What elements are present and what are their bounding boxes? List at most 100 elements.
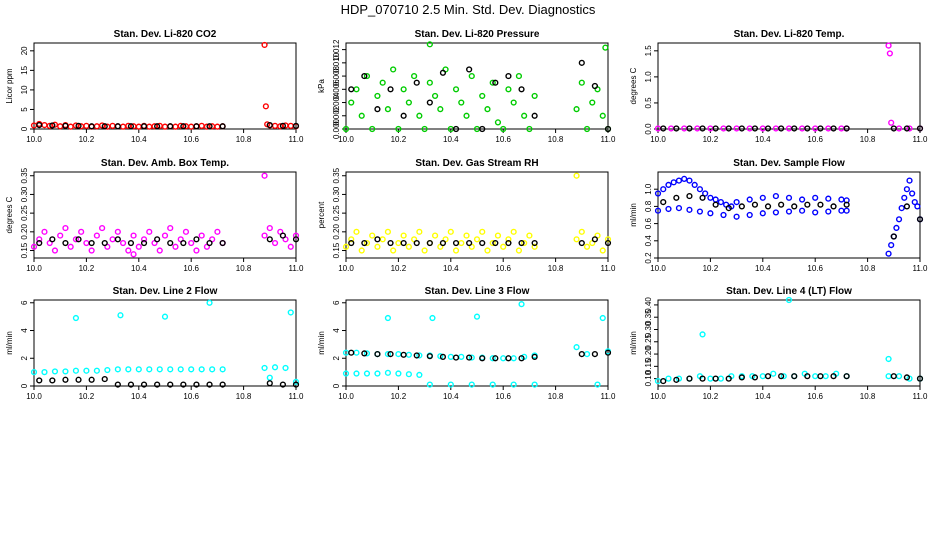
data-point bbox=[49, 122, 56, 129]
data-point bbox=[75, 236, 82, 243]
data-point bbox=[30, 369, 38, 376]
data-point bbox=[531, 112, 538, 119]
x-tick-label: 11.0 bbox=[289, 135, 305, 144]
data-point bbox=[387, 239, 394, 247]
data-point bbox=[518, 301, 525, 308]
series-mean bbox=[348, 236, 612, 247]
data-point bbox=[518, 355, 525, 362]
y-axis-label: ml/min bbox=[317, 331, 326, 355]
data-point bbox=[353, 86, 360, 93]
data-point bbox=[578, 228, 585, 235]
data-point bbox=[62, 239, 69, 247]
chart-panel-9: Stan. Dev. Line 4 (LT) Flow ml/min 10.0 10.… bbox=[629, 286, 928, 401]
y-tick-label: 0.6 bbox=[644, 217, 653, 229]
chart-panel-7: Stan. Dev. Line 2 Flow ml/min 10.0 10.2 10.4… bbox=[5, 286, 304, 401]
data-point bbox=[384, 106, 392, 113]
data-point bbox=[125, 247, 132, 254]
data-point bbox=[292, 232, 300, 239]
data-point bbox=[172, 243, 179, 250]
data-point bbox=[686, 375, 693, 382]
data-point bbox=[109, 236, 116, 243]
data-point bbox=[109, 122, 116, 129]
data-point bbox=[531, 381, 538, 388]
data-point bbox=[463, 112, 470, 119]
chart-title: Stan. Dev. Sample Flow bbox=[733, 158, 845, 169]
y-tick-label: 0.008 bbox=[332, 66, 341, 87]
data-point bbox=[88, 247, 95, 254]
y-tick-label: 0.40 bbox=[644, 297, 653, 313]
x-tick-label: 10.6 bbox=[495, 264, 511, 273]
data-point bbox=[817, 201, 824, 208]
data-point bbox=[890, 233, 897, 240]
data-point bbox=[206, 123, 213, 130]
series-stddev bbox=[654, 296, 924, 385]
data-point bbox=[712, 375, 719, 382]
data-point bbox=[707, 375, 714, 382]
data-point bbox=[720, 125, 727, 132]
data-point bbox=[770, 370, 777, 377]
x-tick-label: 10.0 bbox=[650, 392, 666, 401]
data-point bbox=[463, 232, 470, 239]
series-mean bbox=[660, 192, 924, 240]
data-point bbox=[413, 352, 420, 359]
data-point bbox=[119, 123, 127, 130]
data-point bbox=[140, 239, 148, 247]
data-point bbox=[67, 243, 74, 250]
data-point bbox=[390, 247, 397, 254]
data-point bbox=[843, 373, 850, 380]
plot-frame bbox=[657, 299, 921, 387]
y-tick-label: 0.004 bbox=[332, 92, 341, 113]
y-tick-label: 0.35 bbox=[20, 167, 29, 183]
data-point bbox=[489, 239, 496, 247]
data-point bbox=[696, 208, 704, 215]
data-point bbox=[146, 228, 153, 235]
data-point bbox=[452, 125, 460, 133]
data-point bbox=[292, 122, 300, 129]
data-point bbox=[114, 123, 121, 130]
data-point bbox=[531, 243, 538, 250]
data-point bbox=[473, 236, 481, 243]
x-tick-label: 11.0 bbox=[601, 392, 617, 401]
x-tick-label: 10.4 bbox=[443, 135, 459, 144]
data-point bbox=[895, 125, 903, 132]
data-point bbox=[733, 199, 740, 206]
data-point bbox=[156, 247, 163, 254]
y-tick-label: 0.35 bbox=[332, 167, 341, 183]
data-point bbox=[49, 377, 56, 384]
data-point bbox=[400, 351, 407, 358]
data-point bbox=[395, 370, 402, 377]
data-point bbox=[400, 239, 407, 247]
data-point bbox=[699, 194, 706, 201]
data-point bbox=[798, 125, 806, 132]
data-point bbox=[916, 125, 924, 132]
data-point bbox=[167, 123, 174, 130]
data-point bbox=[219, 123, 226, 130]
data-point bbox=[135, 123, 142, 130]
data-point bbox=[898, 205, 905, 212]
data-point bbox=[521, 239, 528, 247]
data-point bbox=[604, 236, 612, 243]
data-point bbox=[188, 239, 195, 247]
series-stddev bbox=[654, 175, 924, 257]
data-point bbox=[374, 92, 381, 100]
data-point bbox=[452, 239, 460, 247]
x-tick-label: 10.4 bbox=[443, 264, 459, 273]
data-point bbox=[707, 210, 714, 217]
y-axis-label: ml/min bbox=[629, 203, 638, 227]
data-point bbox=[395, 350, 402, 358]
plot-frame bbox=[33, 42, 297, 130]
y-tick-label: 0.000 bbox=[332, 118, 341, 139]
data-point bbox=[437, 353, 444, 360]
data-point bbox=[439, 239, 447, 247]
data-point bbox=[830, 125, 837, 132]
data-point bbox=[804, 373, 811, 380]
data-point bbox=[673, 376, 680, 383]
data-point bbox=[413, 239, 420, 247]
data-point bbox=[348, 236, 355, 243]
data-point bbox=[654, 190, 662, 197]
data-point bbox=[686, 206, 693, 213]
data-point bbox=[416, 352, 423, 359]
x-tick-label: 10.4 bbox=[443, 392, 459, 401]
series-stddev bbox=[342, 301, 612, 388]
